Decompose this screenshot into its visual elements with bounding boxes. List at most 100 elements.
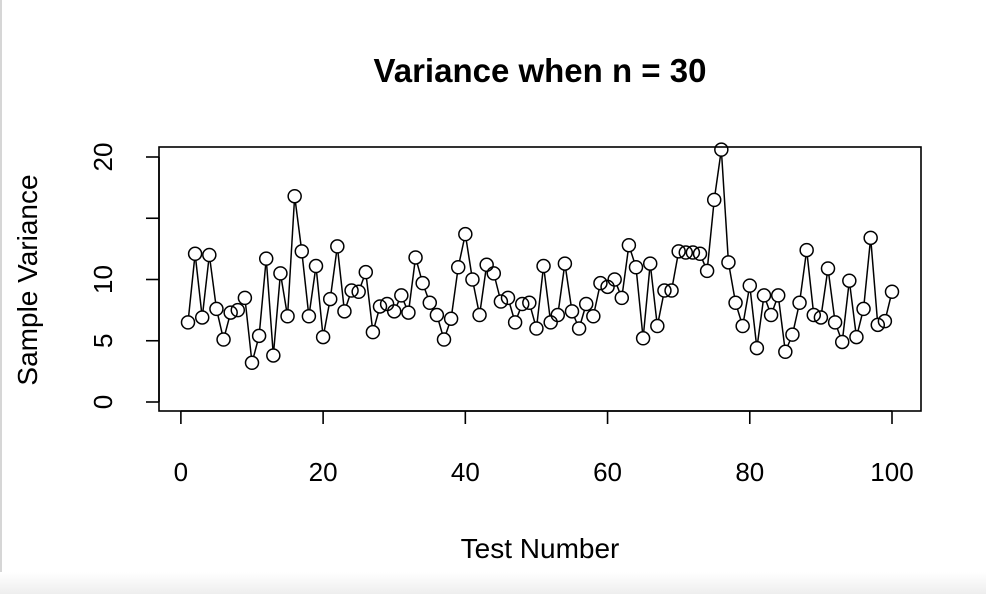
series-segment	[565, 269, 572, 306]
data-point	[202, 247, 217, 263]
series-segment	[714, 155, 722, 194]
data-point	[514, 296, 530, 312]
data-point	[500, 290, 516, 306]
series-segment	[437, 321, 443, 334]
data-point	[344, 283, 359, 298]
data-point	[408, 250, 423, 265]
data-point	[692, 246, 708, 262]
data-point	[458, 226, 473, 242]
x-tick-label: 60	[593, 457, 622, 487]
series-segment	[621, 251, 629, 292]
data-point	[842, 273, 857, 288]
data-point	[237, 290, 253, 306]
series-segment	[273, 279, 281, 350]
series-segment	[265, 265, 274, 350]
x-tick-label: 80	[735, 457, 764, 487]
series-segment	[806, 256, 814, 309]
series-segment	[573, 317, 578, 323]
data-point	[827, 315, 843, 330]
x-tick-label: 20	[309, 457, 338, 487]
data-point	[635, 331, 651, 346]
data-point	[614, 290, 630, 306]
x-tick-label: 100	[870, 457, 913, 487]
data-point	[742, 278, 758, 293]
series-segment	[244, 304, 253, 357]
series-segment	[287, 202, 296, 310]
data-point	[522, 295, 537, 311]
series-segment	[657, 296, 664, 320]
y-axis: 0 5 10 20	[88, 143, 160, 409]
series-segment	[828, 274, 836, 317]
series-segment	[821, 274, 828, 312]
series-layer	[180, 142, 900, 371]
data-point	[721, 255, 736, 270]
data-point	[685, 245, 701, 260]
series-segment	[536, 272, 544, 323]
data-point	[465, 272, 480, 287]
series-segment	[836, 328, 841, 337]
series-segment	[301, 257, 309, 310]
y-tick-label: 10	[88, 265, 118, 294]
series-segment	[707, 206, 715, 265]
data-point	[678, 245, 694, 260]
series-segment	[403, 301, 407, 307]
data-point	[699, 263, 715, 279]
data-point	[536, 258, 551, 274]
data-point	[664, 283, 679, 298]
data-point	[586, 309, 601, 324]
data-point	[785, 327, 800, 342]
series-segment	[315, 272, 324, 331]
data-point	[365, 324, 381, 340]
series-segment	[642, 269, 651, 332]
series-segment	[749, 291, 757, 342]
series-segment	[787, 340, 791, 347]
data-point	[266, 348, 281, 363]
data-point	[756, 288, 772, 303]
data-point	[714, 142, 729, 157]
data-point	[443, 311, 459, 326]
data-point	[401, 305, 416, 320]
series-segment	[557, 269, 565, 309]
series-segment	[728, 268, 736, 297]
window-edge	[0, 0, 2, 594]
series-segment	[778, 301, 786, 346]
data-point	[216, 332, 231, 347]
data-point	[806, 307, 822, 323]
series-segment	[650, 269, 658, 320]
data-point	[273, 266, 288, 281]
series-segment	[543, 272, 551, 317]
series-segment	[345, 296, 351, 306]
x-tick-label: 0	[174, 457, 188, 487]
data-point	[301, 309, 317, 324]
series-segment	[842, 287, 850, 336]
data-point	[280, 309, 295, 324]
series-segment	[479, 271, 487, 309]
series-segment	[743, 291, 750, 320]
series-segment	[765, 301, 770, 310]
data-point	[628, 260, 644, 275]
series-segment	[445, 324, 450, 334]
series-segment	[330, 252, 338, 293]
data-point	[251, 328, 267, 344]
data-point	[792, 295, 807, 311]
data-point	[308, 258, 324, 274]
data-point	[856, 301, 871, 317]
series-segment	[280, 279, 288, 310]
data-point	[322, 291, 338, 307]
data-point	[244, 355, 260, 371]
data-point	[209, 301, 224, 317]
x-axis-label: Test Number	[461, 533, 620, 564]
series-segment	[593, 289, 600, 311]
data-point	[223, 305, 238, 320]
series-segment	[720, 156, 729, 256]
data-point	[394, 288, 409, 303]
chart-title: Variance when n = 30	[374, 52, 707, 89]
series-segment	[373, 312, 379, 327]
series-segment	[217, 315, 223, 334]
series-segment	[337, 252, 345, 305]
data-point	[863, 230, 878, 246]
data-point	[763, 307, 779, 323]
series-segment	[757, 301, 764, 342]
